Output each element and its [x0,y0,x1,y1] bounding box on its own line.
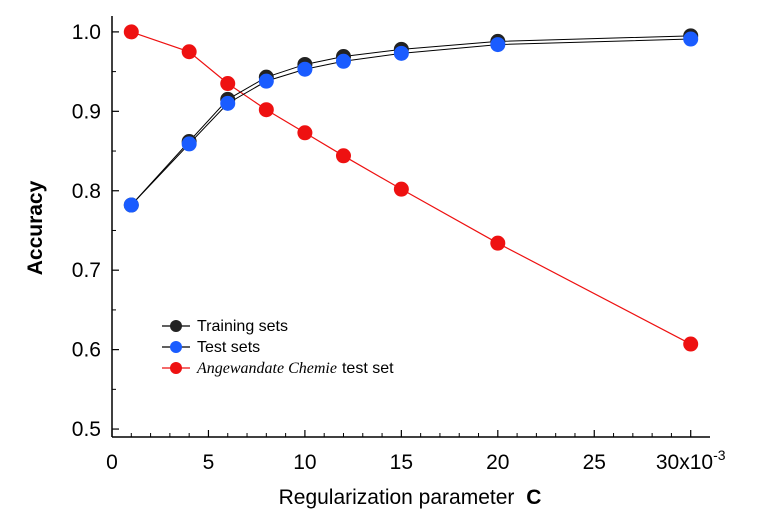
series-line [130,35,691,206]
y-tick-label: 0.7 [72,259,101,282]
data-point [258,102,274,118]
data-point [393,181,409,197]
y-tick-label: 1.0 [72,21,101,44]
x-tick-label: 15 [390,451,413,474]
legend-marker [170,362,182,374]
y-tick-label: 0.6 [72,339,101,362]
legend-label: Training sets [197,318,288,335]
legend-label: Test sets [197,339,260,356]
data-point [393,45,409,61]
series-line [131,31,691,345]
data-point [181,136,197,152]
legend-label-italic: Angewandate Chemie [196,360,337,377]
legend: Training sets Test sets Angewandate Chemie… [162,318,394,377]
data-point [335,53,351,69]
data-point [220,76,236,92]
x-tick-label: 5 [203,451,215,474]
x-tick-label: 25 [583,451,606,474]
series-layer [123,24,699,352]
y-tick-label: 0.9 [72,100,101,123]
y-tick-label: 0.8 [72,180,101,203]
data-point [297,61,313,77]
data-point [683,31,699,47]
axes: 0.5 0.6 0.7 0.8 0.9 1.0 0 5 10 15 20 25 30x10-3 [72,16,726,474]
series-0 [123,28,699,213]
x-tick-label: 30x10-3 [656,447,726,474]
series-2 [123,24,699,352]
legend-marker [170,320,182,332]
y-tick-label: 0.5 [72,418,101,441]
data-point [335,148,351,164]
series-line [130,38,691,206]
data-point [683,336,699,352]
y-axis-title: Accuracy [24,180,47,275]
x-tick-exponent: -3 [713,447,726,463]
legend-label: Angewandate Chemie test set [196,360,394,377]
data-point [220,95,236,111]
x-axis-title-symbol: C [526,486,541,509]
x-tick-label: 20 [486,451,509,474]
data-point [297,125,313,141]
data-point [123,197,139,213]
legend-label-rest: test set [342,360,394,377]
data-point [123,24,139,40]
data-point [258,73,274,89]
x-tick-label: 0 [106,451,118,474]
x-axis-title-text: Regularization parameter [279,486,515,509]
data-point [181,44,197,60]
x-tick-label: 10 [293,451,316,474]
data-point [490,37,506,53]
legend-marker [170,341,182,353]
series-1 [123,31,699,213]
x-axis-title: Regularization parameter C [279,486,542,509]
data-point [490,235,506,251]
